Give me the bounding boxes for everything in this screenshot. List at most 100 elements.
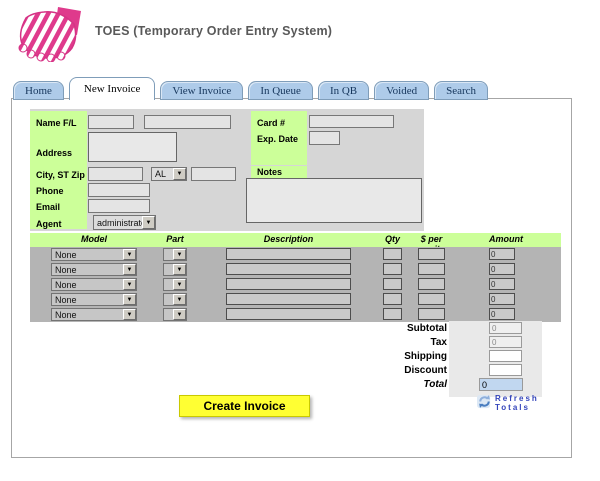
address-textarea[interactable] (88, 132, 177, 162)
tab-new-invoice[interactable]: New Invoice (68, 77, 156, 100)
card-labels-background (251, 111, 307, 165)
exp-date-input[interactable] (309, 131, 340, 145)
shipping-input[interactable] (489, 350, 522, 362)
part-select[interactable]: ▼ (163, 248, 187, 261)
total-input[interactable] (479, 378, 523, 391)
notes-textarea[interactable] (246, 178, 422, 223)
amount-column-header: Amount (489, 234, 523, 244)
qty-input[interactable] (383, 248, 402, 260)
refresh-totals-link[interactable]: Refresh Totals (477, 394, 539, 412)
amount-input[interactable] (489, 278, 515, 290)
tab-view-invoice[interactable]: View Invoice (160, 81, 244, 100)
unit-price-input[interactable] (418, 248, 445, 260)
tab-in-qb[interactable]: In QB (317, 81, 370, 100)
notes-label: Notes (257, 167, 283, 177)
model-select[interactable]: None ▼ (51, 293, 137, 306)
model-select[interactable]: None ▼ (51, 278, 137, 291)
part-column-header: Part (166, 234, 184, 244)
agent-select-value: administrator (97, 217, 142, 228)
line-item-row: None ▼ ▼ (30, 307, 561, 322)
tab-search[interactable]: Search (434, 81, 489, 100)
toe-socks-logo-icon (18, 7, 81, 62)
exp-date-label: Exp. Date (257, 134, 299, 144)
email-label: Email (36, 202, 61, 212)
model-select[interactable]: None ▼ (51, 248, 137, 261)
amount-input[interactable] (489, 248, 515, 260)
line-item-row: None ▼ ▼ (30, 262, 561, 277)
card-number-label: Card # (257, 118, 286, 128)
tax-input[interactable] (489, 336, 522, 348)
description-input[interactable] (226, 278, 351, 290)
dropdown-arrow-icon: ▼ (173, 279, 186, 290)
state-select-value: AL (155, 169, 167, 179)
description-input[interactable] (226, 248, 351, 260)
notes-label-background (251, 166, 307, 178)
qty-input[interactable] (383, 293, 402, 305)
dropdown-arrow-icon: ▼ (123, 279, 136, 290)
tab-home[interactable]: Home (13, 81, 64, 100)
phone-input[interactable] (88, 183, 150, 197)
unit-price-input[interactable] (418, 308, 445, 320)
tab-bar: Home New Invoice View Invoice In Queue I… (13, 77, 489, 100)
shipping-label: Shipping (404, 351, 447, 362)
discount-input[interactable] (489, 364, 522, 376)
description-input[interactable] (226, 263, 351, 275)
dropdown-arrow-icon: ▼ (123, 249, 136, 260)
qty-input[interactable] (383, 308, 402, 320)
subtotal-input[interactable] (489, 322, 522, 334)
part-select[interactable]: ▼ (163, 278, 187, 291)
line-items-table: Model Part Description Qty $ per unit Am… (30, 233, 561, 322)
refresh-totals-label: Refresh Totals (495, 394, 539, 412)
tab-voided[interactable]: Voided (374, 81, 430, 100)
qty-input[interactable] (383, 278, 402, 290)
discount-label: Discount (404, 365, 447, 376)
agent-select[interactable]: administrator ▼ (93, 215, 156, 230)
model-column-header: Model (81, 234, 107, 244)
amount-input[interactable] (489, 293, 515, 305)
dropdown-arrow-icon: ▼ (173, 309, 186, 320)
qty-column-header: Qty (384, 234, 400, 244)
email-input[interactable] (88, 199, 150, 213)
name-label: Name F/L (36, 118, 77, 128)
dropdown-arrow-icon: ▼ (123, 309, 136, 320)
model-select-value: None (55, 264, 77, 275)
city-st-zip-label: City, ST Zip (36, 170, 85, 180)
line-item-row: None ▼ ▼ (30, 292, 561, 307)
qty-input[interactable] (383, 263, 402, 275)
card-number-input[interactable] (309, 115, 394, 128)
city-input[interactable] (88, 167, 143, 181)
part-select[interactable]: ▼ (163, 293, 187, 306)
part-select[interactable]: ▼ (163, 308, 187, 321)
unit-price-input[interactable] (418, 278, 445, 290)
tab-in-queue[interactable]: In Queue (248, 81, 313, 100)
unit-price-input[interactable] (418, 263, 445, 275)
state-select[interactable]: AL ▼ (151, 167, 187, 181)
dropdown-arrow-icon: ▼ (173, 294, 186, 305)
dropdown-arrow-icon: ▼ (123, 264, 136, 275)
description-input[interactable] (226, 308, 351, 320)
model-select[interactable]: None ▼ (51, 263, 137, 276)
model-select-value: None (55, 249, 77, 260)
model-select[interactable]: None ▼ (51, 308, 137, 321)
amount-input[interactable] (489, 308, 515, 320)
part-select[interactable]: ▼ (163, 263, 187, 276)
page-title: TOES (Temporary Order Entry System) (95, 24, 333, 38)
first-name-input[interactable] (88, 115, 134, 129)
unit-price-input[interactable] (418, 293, 445, 305)
dropdown-arrow-icon: ▼ (173, 249, 186, 260)
zip-input[interactable] (191, 167, 236, 181)
description-input[interactable] (226, 293, 351, 305)
line-items-header-row: Model Part Description Qty $ per unit Am… (30, 233, 561, 254)
line-item-row: None ▼ ▼ (30, 247, 561, 262)
create-invoice-button[interactable]: Create Invoice (179, 395, 310, 417)
model-select-value: None (55, 309, 77, 320)
new-invoice-panel: Name F/L Address City, ST Zip AL ▼ Phone… (11, 98, 572, 458)
amount-input[interactable] (489, 263, 515, 275)
total-label: Total (423, 379, 447, 390)
refresh-arrows-icon (477, 394, 491, 409)
last-name-input[interactable] (144, 115, 231, 129)
customer-labels-background (30, 111, 87, 229)
dropdown-arrow-icon: ▼ (173, 264, 186, 275)
dropdown-arrow-icon: ▼ (142, 216, 155, 229)
